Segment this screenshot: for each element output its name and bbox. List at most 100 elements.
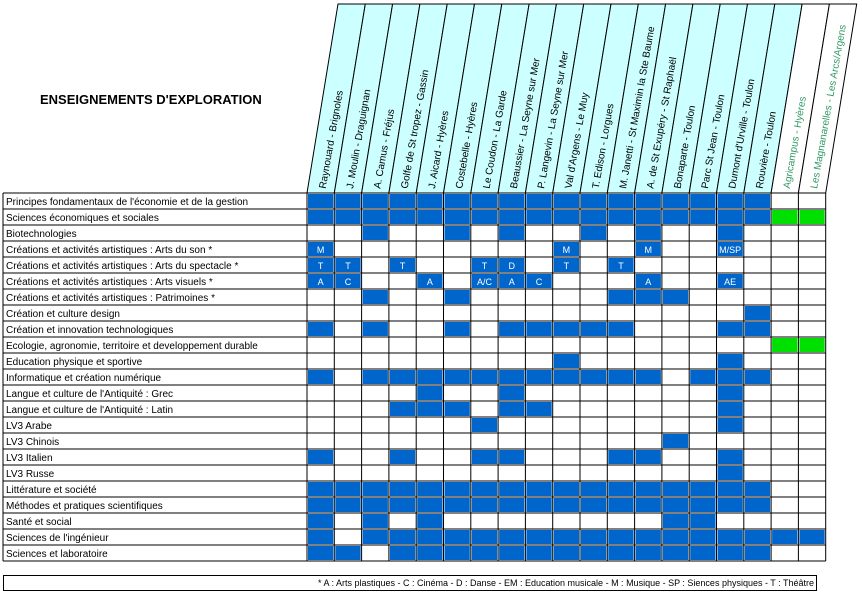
offered-cell [499, 322, 525, 336]
subject-label: Langue et culture de l'Antiquité : Latin [6, 405, 173, 416]
offered-cell [471, 210, 498, 224]
offered-cell [717, 274, 743, 288]
subject-label: Sciences économiques et sociales [6, 213, 159, 224]
offered-cell [444, 210, 470, 224]
offered-cell [662, 482, 689, 496]
cell-code: A [427, 277, 433, 287]
offered-cell [362, 370, 388, 384]
offered-cell [717, 386, 743, 400]
offered-cell [499, 482, 525, 496]
cell-code: T [618, 261, 624, 271]
offered-cell [417, 370, 443, 384]
offered-cell [799, 210, 825, 224]
offered-cell [471, 482, 498, 496]
offered-cell [635, 274, 661, 288]
subject-label: LV3 Russe [6, 469, 55, 480]
offered-cell [526, 482, 552, 496]
offered-cell [308, 210, 334, 224]
offered-cell [444, 322, 470, 336]
offered-cell [471, 194, 498, 208]
offered-cell [717, 402, 743, 416]
offered-cell [744, 306, 771, 320]
offered-cell [417, 402, 443, 416]
offered-cell [608, 258, 634, 272]
offered-cell [690, 514, 716, 528]
offered-cell [772, 338, 798, 352]
offered-cell [717, 498, 743, 512]
offered-cell [553, 194, 579, 208]
offered-cell [471, 530, 498, 544]
offered-cell [471, 418, 498, 432]
offered-cell [608, 370, 634, 384]
offered-cell [581, 482, 607, 496]
legend-footer: * A : Arts plastiques - C : Cinéma - D :… [3, 575, 817, 591]
offered-cell [717, 322, 743, 336]
offered-cell [362, 482, 388, 496]
offered-cell [444, 226, 470, 240]
offered-cell [308, 194, 334, 208]
offered-cell [526, 402, 552, 416]
offered-cell [308, 498, 334, 512]
subject-label: Littérature et société [6, 485, 97, 496]
offered-cell [581, 322, 607, 336]
offered-cell [662, 290, 689, 304]
offered-cell [526, 370, 552, 384]
offered-cell [362, 530, 388, 544]
offered-cell [635, 546, 661, 560]
subject-label: Créations et activités artistiques : Pat… [6, 293, 215, 304]
subject-label: Créations et activités artistiques : Art… [6, 277, 213, 288]
cell-code: A [645, 277, 651, 287]
offered-cell [772, 530, 798, 544]
subject-label: Principes fondamentaux de l'économie et … [6, 197, 248, 208]
offered-cell [417, 274, 443, 288]
offered-cell [499, 546, 525, 560]
offered-cell [662, 210, 689, 224]
offered-cell [444, 370, 470, 384]
offered-cell [608, 194, 634, 208]
offered-cell [690, 370, 716, 384]
offered-cell [389, 210, 416, 224]
offered-cell [526, 546, 552, 560]
subject-label: Education physique et sportive [6, 357, 143, 368]
offered-cell [389, 450, 416, 464]
offered-cell [335, 274, 361, 288]
offered-cell [635, 194, 661, 208]
offered-cell [389, 546, 416, 560]
offered-cell [499, 450, 525, 464]
offered-cell [744, 370, 771, 384]
offered-cell [553, 210, 579, 224]
cell-code: M [563, 245, 571, 255]
offered-cell [581, 194, 607, 208]
offered-cell [444, 498, 470, 512]
cell-code: A [318, 277, 324, 287]
offered-cell [717, 482, 743, 496]
offered-cell [308, 514, 334, 528]
offered-cell [608, 210, 634, 224]
timetable-grid: Raynouard - Brignoles J. Moulin - Draguig… [2, 3, 858, 562]
offered-cell [744, 194, 771, 208]
cell-code: T [482, 261, 488, 271]
cell-code: A/C [477, 277, 493, 287]
offered-cell [662, 514, 689, 528]
offered-cell [581, 370, 607, 384]
offered-cell [608, 482, 634, 496]
offered-cell [417, 546, 443, 560]
offered-cell [499, 258, 525, 272]
page-title: ENSEIGNEMENTS D'EXPLORATION [40, 92, 262, 107]
offered-cell [335, 482, 361, 496]
offered-cell [581, 498, 607, 512]
offered-cell [690, 482, 716, 496]
offered-cell [389, 370, 416, 384]
offered-cell [444, 546, 470, 560]
offered-cell [389, 194, 416, 208]
subject-label: Création et culture design [6, 309, 120, 320]
offered-cell [526, 274, 552, 288]
offered-cell [553, 354, 579, 368]
offered-cell [471, 274, 498, 288]
offered-cell [635, 210, 661, 224]
subject-label: Créations et activités artistiques : Art… [6, 261, 238, 272]
offered-cell [471, 546, 498, 560]
offered-cell [362, 322, 388, 336]
offered-cell [553, 546, 579, 560]
offered-cell [635, 242, 661, 256]
